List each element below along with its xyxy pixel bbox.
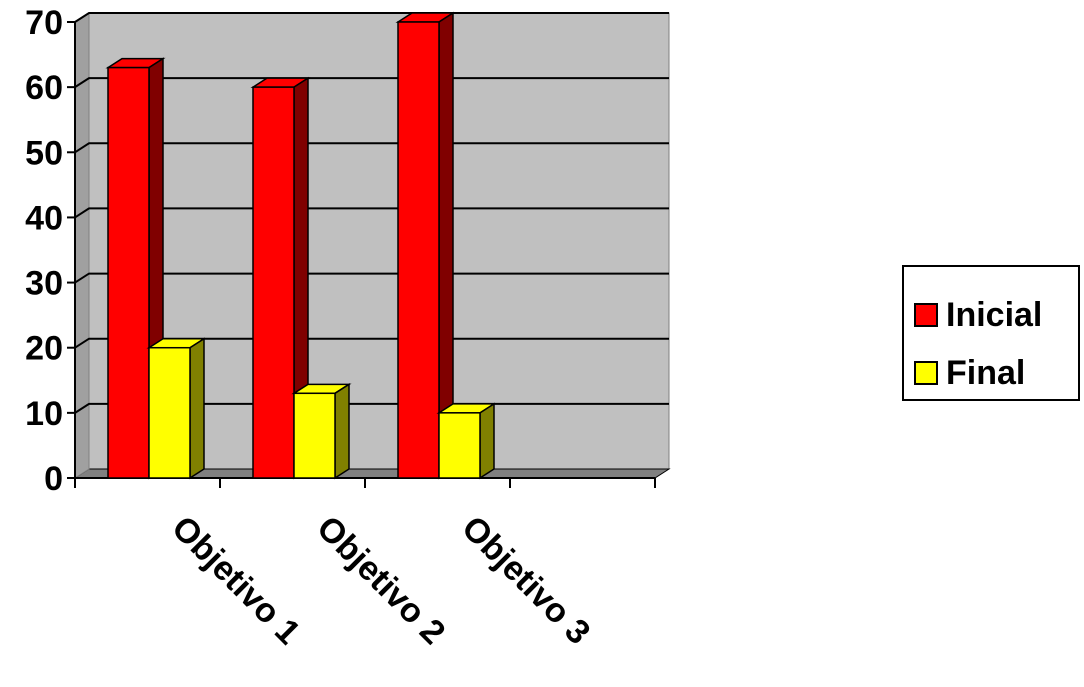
bar-final xyxy=(148,346,191,479)
gridline xyxy=(74,12,669,23)
x-category-label: Objetivo 3 xyxy=(454,509,597,652)
y-tick-label: 20 xyxy=(25,330,63,368)
bar-inicial xyxy=(397,21,440,479)
legend-item-final: Final xyxy=(914,353,1025,393)
chart-legend: Inicial Final xyxy=(902,265,1080,401)
gridline xyxy=(74,77,669,88)
bar-final xyxy=(438,412,481,479)
bar-final xyxy=(293,392,336,479)
x-category-label: Objetivo 1 xyxy=(164,509,307,652)
y-tick-label: 70 xyxy=(25,4,63,42)
gridline xyxy=(74,337,669,349)
y-tick-label: 30 xyxy=(25,265,63,303)
legend-label-final: Final xyxy=(946,353,1026,392)
legend-item-inicial: Inicial xyxy=(914,295,1042,335)
legend-swatch-inicial xyxy=(914,303,938,327)
x-category-label: Objetivo 2 xyxy=(309,509,452,652)
y-tick-label: 50 xyxy=(25,134,63,172)
legend-label-inicial: Inicial xyxy=(946,295,1043,334)
y-tick-label: 10 xyxy=(25,395,63,433)
gridline xyxy=(74,272,669,284)
y-tick-label: 0 xyxy=(44,460,63,498)
bar-inicial xyxy=(252,86,295,479)
y-tick-label: 40 xyxy=(25,199,63,237)
bar-side-final xyxy=(334,382,350,480)
gridline xyxy=(74,142,669,154)
y-tick-label: 60 xyxy=(25,69,63,107)
legend-swatch-final xyxy=(914,361,938,385)
bar-inicial xyxy=(107,66,150,479)
gridline xyxy=(74,207,669,219)
bar-side-final xyxy=(189,337,205,480)
bar-side-final xyxy=(479,402,495,480)
